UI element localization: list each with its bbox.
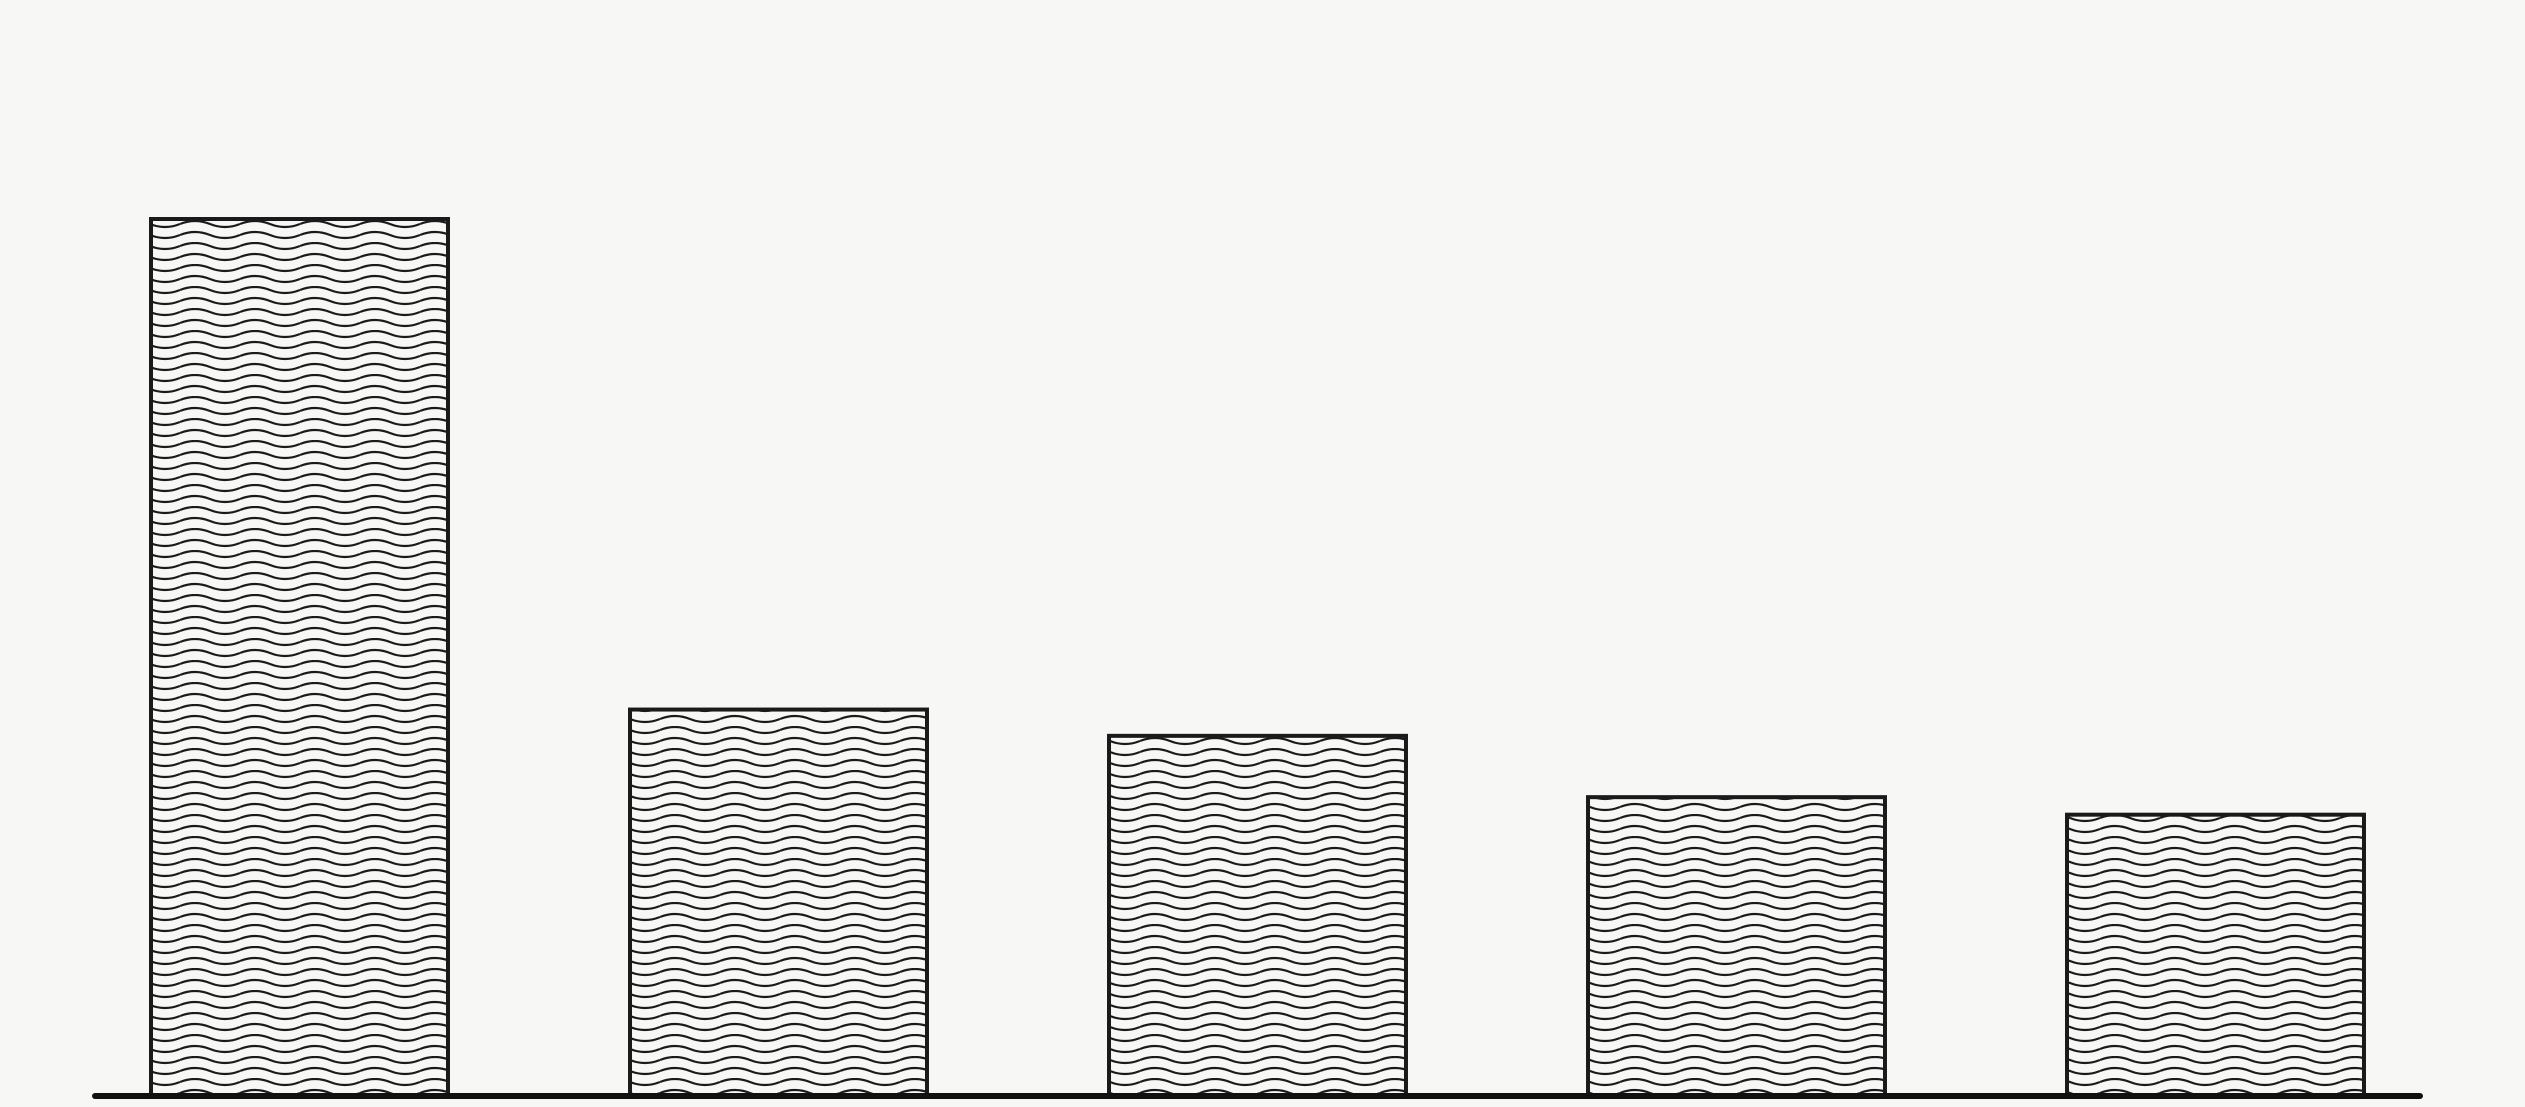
bar [1107, 733, 1408, 1098]
bar [1586, 795, 1887, 1097]
bar [149, 217, 450, 1097]
bar [2065, 812, 2366, 1097]
bar [628, 707, 929, 1097]
